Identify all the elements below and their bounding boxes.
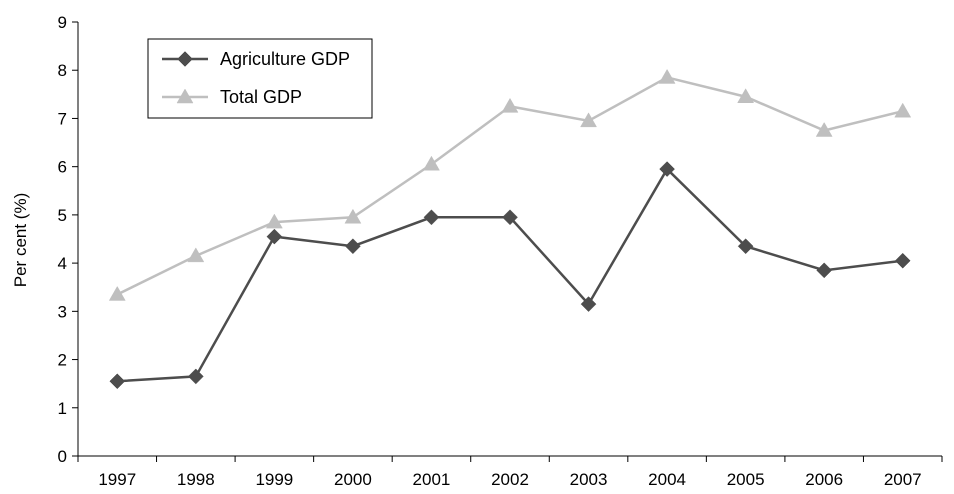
series-layer (108, 68, 912, 390)
x-tick-label: 2005 (727, 470, 765, 489)
data-point-total-gdp (894, 102, 912, 118)
y-tick-label: 9 (58, 13, 67, 32)
data-point-agriculture-gdp (659, 161, 675, 177)
data-point-total-gdp (187, 247, 205, 263)
data-point-agriculture-gdp (737, 238, 754, 255)
data-point-total-gdp (265, 213, 283, 229)
data-point-total-gdp (108, 285, 126, 301)
data-point-agriculture-gdp (345, 238, 361, 255)
data-point-agriculture-gdp (816, 262, 833, 279)
x-axis-ticks: 1997 1998 1999 2000 2001 2002 2003 2004 2005 2006… (77, 456, 943, 489)
x-tick-label: 1999 (255, 470, 293, 489)
axes (77, 22, 942, 457)
data-point-total-gdp (501, 97, 519, 113)
data-point-agriculture-gdp (187, 368, 204, 385)
x-tick-label: 1997 (98, 470, 136, 489)
x-tick-label: 2003 (570, 470, 608, 489)
data-point-agriculture-gdp (266, 228, 283, 245)
y-tick-label: 7 (58, 109, 67, 128)
x-tick-label: 2007 (884, 470, 922, 489)
legend-label-agriculture-gdp: Agriculture GDP (220, 49, 350, 69)
x-tick-label: 2001 (413, 470, 451, 489)
y-tick-label: 0 (58, 447, 67, 466)
data-point-agriculture-gdp (502, 209, 518, 226)
data-point-total-gdp (815, 121, 833, 137)
series-total-gdp (108, 68, 912, 301)
data-point-total-gdp (423, 155, 440, 171)
x-tick-label: 2004 (648, 470, 686, 489)
data-point-agriculture-gdp (894, 252, 911, 269)
data-point-agriculture-gdp (580, 296, 597, 312)
data-point-total-gdp (658, 68, 676, 84)
data-point-total-gdp (580, 112, 597, 128)
y-tick-label: 4 (58, 254, 67, 273)
y-tick-label: 1 (58, 399, 67, 418)
data-point-total-gdp (737, 88, 755, 103)
series-line-agriculture-gdp (117, 167, 903, 383)
data-point-total-gdp (344, 208, 362, 224)
y-tick-label: 8 (58, 61, 67, 80)
legend-marker-total-gdp (176, 88, 194, 104)
legend: Agriculture GDP Total GDP (147, 38, 373, 119)
y-tick-label: 6 (58, 158, 67, 177)
x-tick-label: 2002 (491, 470, 529, 489)
legend-label-total-gdp: Total GDP (220, 87, 302, 107)
y-axis-label: Per cent (%) (11, 193, 30, 287)
x-tick-label: 1998 (177, 470, 215, 489)
x-tick-label: 2000 (334, 470, 372, 489)
x-tick-label: 2006 (805, 470, 843, 489)
y-tick-label: 5 (58, 206, 67, 225)
y-tick-label: 2 (58, 351, 67, 370)
data-point-agriculture-gdp (109, 373, 126, 390)
y-tick-label: 3 (58, 302, 67, 321)
data-point-agriculture-gdp (423, 209, 440, 226)
legend-marker-agriculture-gdp (177, 51, 193, 67)
series-agriculture-gdp (109, 161, 911, 390)
y-axis-ticks: 0 1 2 3 4 5 6 7 8 9 (58, 13, 78, 466)
